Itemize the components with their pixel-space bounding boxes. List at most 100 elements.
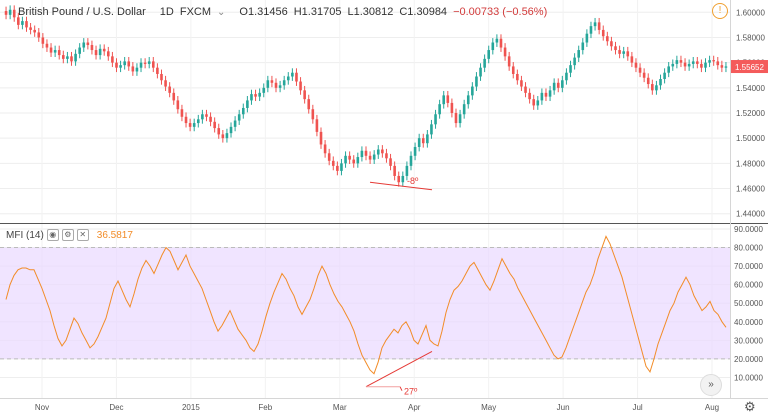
candle (368, 155, 372, 160)
fast-forward-icon[interactable]: » (700, 374, 722, 396)
candle (593, 22, 597, 27)
gear-icon[interactable]: ⚙ (744, 399, 756, 414)
candle (544, 92, 548, 97)
price-tick-label: 1.50000 (736, 134, 765, 143)
candle (577, 50, 581, 58)
candle (372, 154, 376, 160)
candle (646, 77, 650, 85)
candle (8, 9, 12, 15)
candle (561, 80, 564, 88)
candle (651, 84, 654, 91)
candle (115, 62, 118, 68)
candle (606, 36, 609, 42)
candle (634, 62, 638, 68)
candle (12, 9, 16, 18)
price-tick-label: 1.46000 (736, 185, 765, 194)
time-tick-label: Feb (258, 403, 272, 412)
price-axis[interactable]: 1.600001.580001.560001.540001.520001.500… (731, 8, 768, 219)
candle (57, 50, 61, 56)
candle (131, 66, 135, 72)
chevron-down-icon[interactable]: ⌄ (217, 6, 226, 18)
price-tick-label: 1.60000 (736, 8, 765, 17)
mfi-divergence-line (365, 351, 433, 388)
close-value: C1.30984 (399, 6, 448, 18)
time-tick-label: Dec (109, 403, 123, 412)
candle (483, 58, 486, 68)
price-tick-label: 1.44000 (736, 210, 765, 219)
candle (102, 48, 106, 52)
candle (135, 67, 139, 72)
candle (667, 66, 670, 73)
mfi-tick-label: 50.0000 (734, 299, 763, 308)
candle (123, 61, 126, 66)
candle (573, 57, 576, 66)
candle (462, 104, 466, 115)
candle (229, 126, 233, 134)
price-tick-label: 1.52000 (736, 109, 765, 118)
candle (540, 92, 544, 101)
candle (217, 128, 221, 135)
candle (270, 80, 274, 83)
candle (381, 149, 384, 154)
symbol-legend: British Pound / U.S. Dollar 1D FXCM ⌄ O1… (4, 4, 553, 20)
candle (237, 114, 241, 121)
indicator-value: 36.5817 (96, 229, 133, 241)
candle (405, 165, 409, 176)
settings-icon[interactable]: ⚙ (61, 229, 74, 241)
interval-label: 1D (159, 6, 174, 18)
candle (430, 124, 433, 135)
mfi-band-fill (0, 247, 730, 359)
mfi-line (5, 235, 727, 375)
close-icon[interactable]: ✕ (76, 229, 89, 241)
candle (364, 150, 368, 156)
candle (638, 67, 642, 73)
mfi-tick-label: 80.0000 (734, 244, 763, 253)
candle (233, 120, 237, 127)
trendline-annotations[interactable]: -8º 27º (365, 176, 433, 397)
candle (21, 21, 24, 25)
candle (659, 79, 662, 86)
candle (511, 66, 515, 74)
candle (196, 119, 200, 124)
candle (336, 165, 339, 171)
eye-icon[interactable]: ◉ (46, 229, 59, 241)
candle (691, 61, 695, 64)
candle (25, 21, 28, 28)
candle (168, 86, 171, 93)
candle (450, 102, 454, 113)
mfi-tick-label: 90.0000 (734, 225, 763, 234)
candle (41, 37, 45, 44)
mfi-line-series (5, 235, 727, 375)
candle (597, 22, 601, 30)
candle (45, 43, 49, 48)
candle (192, 123, 196, 127)
candle (589, 26, 593, 34)
time-axis[interactable]: Nov Dec 2015 Feb Mar Apr May Jun Jul Aug (35, 403, 719, 412)
candle (655, 85, 658, 91)
time-tick-label: Mar (333, 403, 347, 412)
candle (111, 56, 114, 63)
candle (246, 100, 249, 108)
candle (286, 76, 290, 81)
candle (495, 38, 499, 43)
symbol-name[interactable]: British Pound / U.S. Dollar (18, 6, 146, 18)
warning-icon[interactable]: ! (712, 3, 728, 19)
candle (507, 56, 511, 67)
candle (29, 27, 32, 30)
price-tick-label: 1.48000 (736, 159, 765, 168)
candlestick-series (4, 5, 728, 187)
candle (704, 62, 707, 68)
candle (250, 94, 253, 101)
candle (70, 56, 73, 62)
candle (282, 80, 286, 86)
candle (532, 99, 536, 106)
candle (479, 67, 482, 77)
indicator-name[interactable]: MFI (14) (6, 229, 44, 241)
candle (389, 158, 392, 166)
candle (17, 17, 20, 25)
candle (340, 163, 343, 171)
candle (528, 92, 531, 100)
mfi-axis[interactable]: 90.0000 80.0000 70.0000 60.0000 50.0000 40.00… (734, 225, 763, 382)
exchange-label: FXCM (179, 6, 212, 18)
